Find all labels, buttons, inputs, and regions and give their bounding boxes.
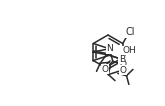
Text: OH: OH — [122, 46, 136, 55]
Text: Cl: Cl — [125, 27, 135, 37]
Text: O: O — [119, 66, 126, 75]
Text: O: O — [101, 65, 109, 74]
Text: N: N — [106, 44, 113, 53]
Text: B: B — [119, 55, 125, 64]
Text: O: O — [120, 60, 127, 69]
